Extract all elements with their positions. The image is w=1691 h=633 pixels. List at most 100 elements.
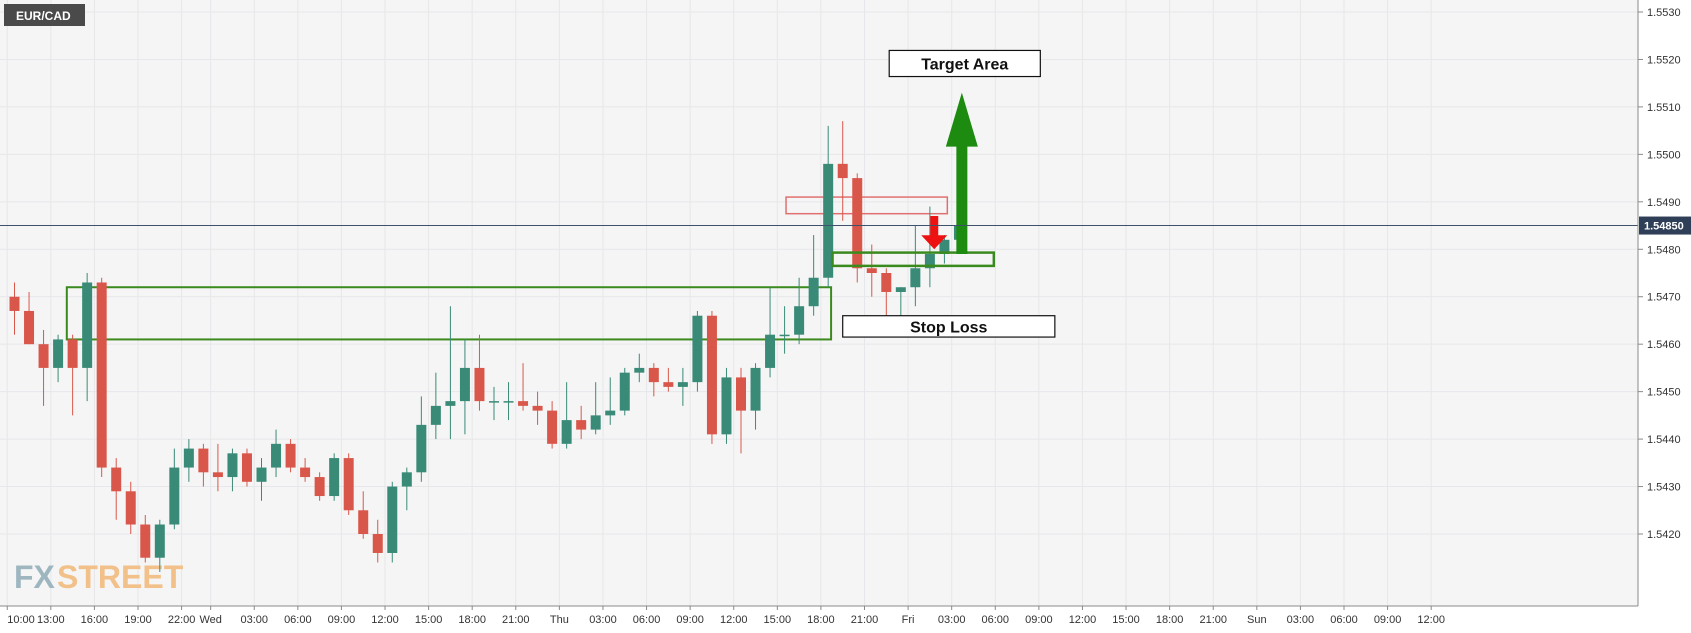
candle-body-bullish	[459, 367, 470, 402]
candle-body-bearish	[343, 458, 354, 511]
candle-body-bullish	[692, 315, 703, 383]
candle-body-bearish	[881, 273, 892, 292]
candle-body-bullish	[430, 405, 441, 425]
watermark-street-text: STREET	[57, 559, 184, 595]
candle-body-bearish	[96, 282, 107, 468]
symbol-label: EUR/CAD	[16, 9, 71, 23]
y-tick-label: 1.5530	[1647, 7, 1681, 19]
candle-body-bullish	[634, 367, 645, 373]
x-tick-label: 15:00	[764, 614, 792, 626]
grid-layer	[0, 0, 1638, 606]
candle-body-bullish	[561, 420, 572, 444]
candle-body-bullish	[677, 382, 688, 387]
candle-body-bearish	[125, 491, 136, 525]
candle-body-bullish	[605, 410, 616, 416]
candle-body-bullish	[721, 377, 732, 435]
y-tick-label: 1.5420	[1647, 529, 1681, 541]
y-tick-label: 1.5440	[1647, 434, 1681, 446]
y-tick-label: 1.5460	[1647, 339, 1681, 351]
resistance-zone-box	[785, 196, 949, 215]
candle-body-bullish	[619, 372, 630, 411]
candle-body-bullish	[895, 287, 906, 292]
candle-layer	[9, 121, 964, 572]
candle-body-bullish	[779, 334, 790, 337]
candle-body-bearish	[518, 401, 529, 406]
x-tick-label: 09:00	[676, 614, 704, 626]
candle-body-bullish	[503, 401, 514, 403]
candle-body-bearish	[241, 453, 252, 482]
candle-body-bearish	[212, 472, 223, 478]
candle-body-bearish	[38, 344, 49, 368]
candle-body-bearish	[285, 443, 296, 468]
candle-body-bullish	[910, 268, 921, 288]
candle-body-bearish	[866, 268, 877, 273]
candle-body-bearish	[474, 367, 485, 402]
candle-body-bearish	[140, 524, 151, 558]
candle-body-bearish	[314, 477, 325, 497]
candle-body-bearish	[736, 377, 746, 411]
candle-body-bullish	[794, 306, 805, 335]
candle-body-bearish	[532, 405, 543, 411]
x-tick-label: 21:00	[851, 614, 879, 626]
current-price-tag-background	[1639, 216, 1691, 235]
x-tick-label: 19:00	[124, 614, 152, 626]
candle-body-bullish	[401, 472, 412, 487]
x-tick-label: 16:00	[81, 614, 109, 626]
x-tick-label: 18:00	[458, 614, 486, 626]
target-area-box	[888, 49, 1041, 78]
y-tick-label: 1.5520	[1647, 54, 1681, 66]
y-tick-label: 1.5510	[1647, 102, 1681, 114]
y-tick-label: 1.5480	[1647, 244, 1681, 256]
candle-body-bullish	[82, 282, 93, 368]
support-zone-box	[65, 286, 833, 341]
x-tick-label: 03:00	[589, 614, 617, 626]
current-price-tag: 1.54850	[1639, 216, 1691, 235]
candle-body-bullish	[924, 254, 935, 269]
candle-body-bearish	[67, 339, 78, 368]
candle-body-bearish	[547, 410, 558, 444]
x-tick-label: 15:00	[415, 614, 443, 626]
symbol-tag-background	[4, 4, 85, 26]
symbol-tag: EUR/CAD	[4, 4, 85, 26]
candle-body-bearish	[300, 467, 311, 478]
x-tick-label: 21:00	[502, 614, 530, 626]
candle-body-bullish	[590, 415, 601, 430]
entry-zone-box	[831, 251, 996, 268]
candle-body-bullish	[765, 334, 776, 368]
x-tick-label: 09:00	[1374, 614, 1402, 626]
y-tick-label: 1.5450	[1647, 387, 1681, 399]
x-tick-label: 22:00	[168, 614, 196, 626]
candle-body-bullish	[823, 163, 834, 278]
candle-body-bearish	[663, 382, 674, 387]
x-tick-label: 03:00	[240, 614, 268, 626]
x-tick-label: 09:00	[1025, 614, 1053, 626]
x-tick-label: 12:00	[1417, 614, 1445, 626]
candle-body-bearish	[198, 448, 209, 473]
x-tick-label: 06:00	[284, 614, 312, 626]
x-tick-label: 12:00	[1069, 614, 1097, 626]
y-tick-label: 1.5490	[1647, 197, 1681, 209]
x-tick-label: 10:00	[7, 614, 35, 626]
zone-layer	[65, 196, 949, 341]
x-tick-label: 09:00	[328, 614, 356, 626]
candle-body-bullish	[329, 458, 340, 497]
candle-body-bullish	[227, 453, 238, 478]
candle-body-bearish	[24, 310, 35, 345]
candle-body-bullish	[939, 239, 950, 255]
x-tick-label: 12:00	[720, 614, 748, 626]
watermark-fx-text: FX	[14, 559, 56, 595]
candle-body-bearish	[9, 296, 20, 311]
candle-body-bullish	[271, 443, 282, 468]
x-tick-label: Sun	[1247, 614, 1267, 626]
x-tick-label: 15:00	[1112, 614, 1140, 626]
candle-body-bullish	[416, 424, 427, 473]
x-tick-label: 03:00	[1287, 614, 1315, 626]
x-tick-label: 13:00	[37, 614, 65, 626]
candle-body-bearish	[372, 534, 383, 553]
candle-body-bullish	[154, 524, 165, 558]
plot-area	[0, 0, 1638, 606]
x-tick-label: 21:00	[1199, 614, 1227, 626]
x-tick-label: 18:00	[1156, 614, 1184, 626]
